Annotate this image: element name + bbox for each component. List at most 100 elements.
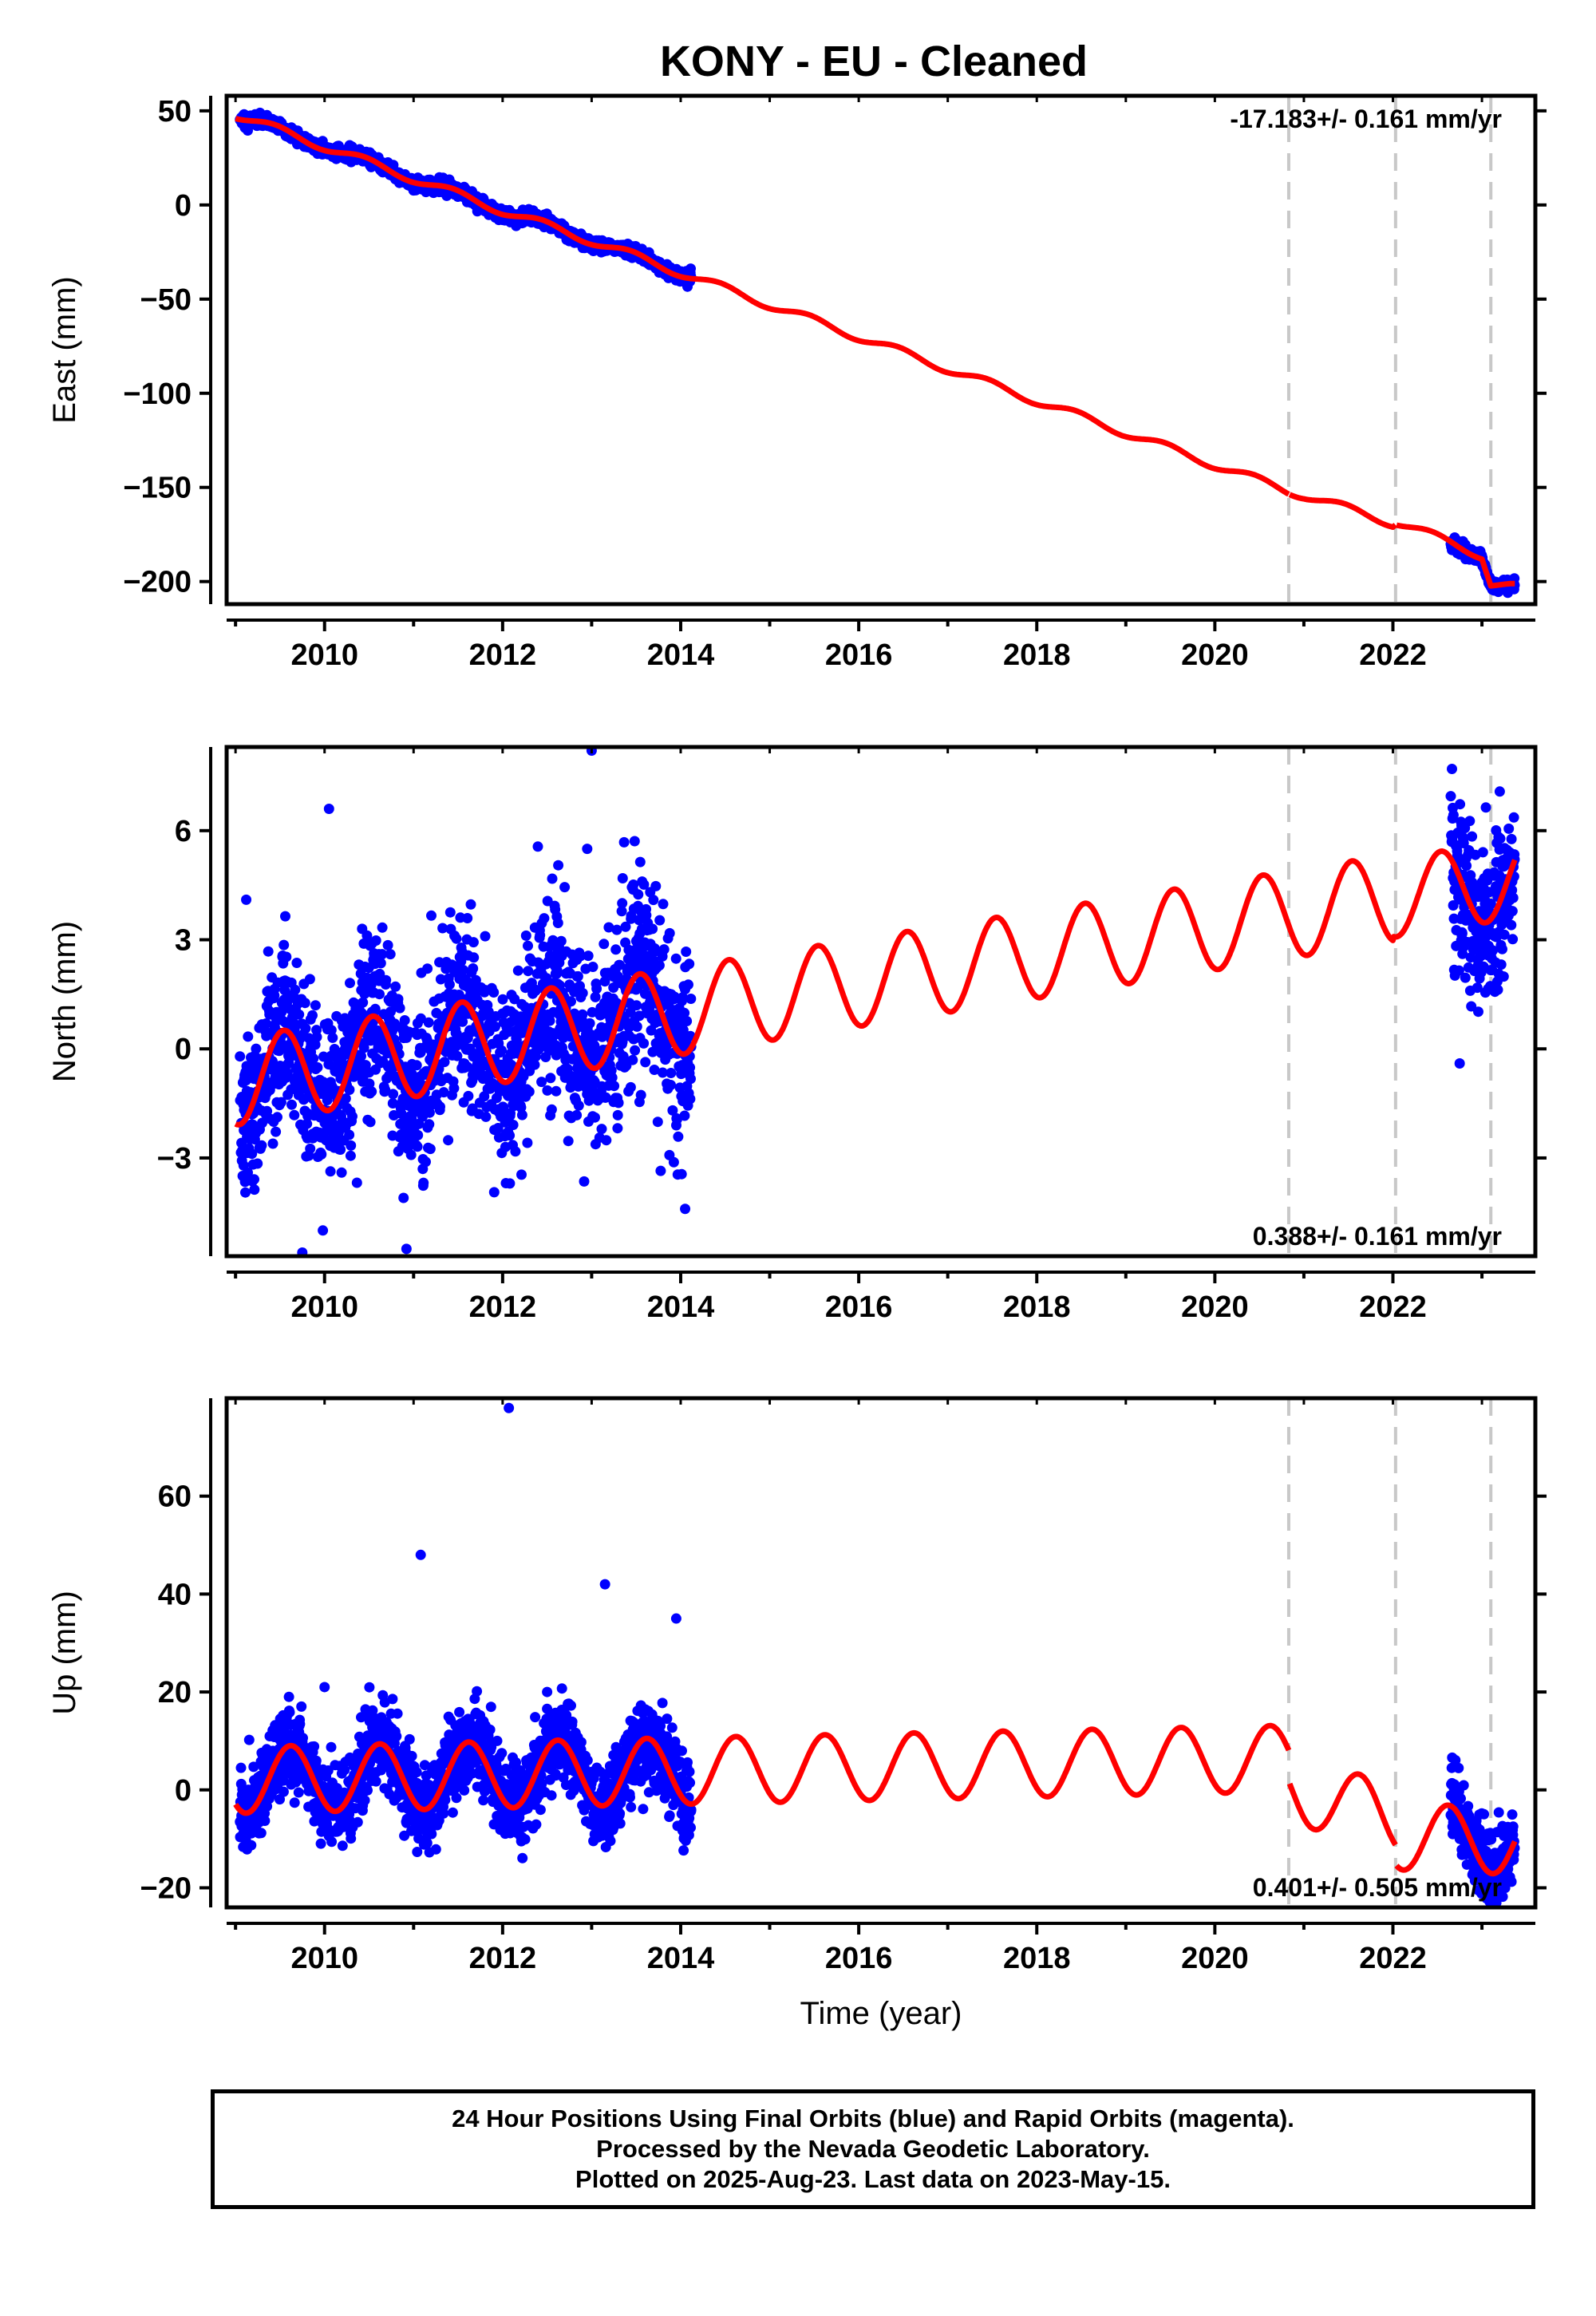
observation-point: [596, 1124, 607, 1135]
observation-point: [398, 1192, 409, 1203]
observation-point: [380, 1085, 391, 1096]
observation-point: [516, 1109, 527, 1120]
observation-point: [243, 1734, 255, 1745]
x-tick-label: 2022: [1359, 638, 1427, 672]
observation-point: [577, 1009, 588, 1020]
observation-point: [337, 1840, 348, 1852]
panel-up: 2010 2012 2014 2016 2018 2020 20226040200−20Up…: [47, 1396, 1547, 2031]
observation-point: [291, 958, 302, 968]
plot-frame-east: [224, 93, 1538, 607]
y-axis-label: East (mm): [47, 276, 82, 423]
observation-point: [539, 913, 550, 924]
observation-point: [426, 1828, 437, 1840]
observation-point: [364, 1682, 375, 1693]
observation-point: [274, 1045, 285, 1057]
observation-point: [425, 1144, 436, 1155]
x-tick-label: 2022: [1359, 1290, 1427, 1324]
observation-point: [610, 944, 622, 955]
x-tick-label: 2020: [1181, 638, 1249, 672]
observation-point: [547, 873, 558, 884]
observation-point: [305, 1143, 316, 1154]
observation-point: [523, 1086, 535, 1097]
observation-point: [512, 965, 523, 976]
observation-point: [668, 1156, 679, 1168]
observation-point: [246, 1840, 257, 1851]
observation-point: [325, 1166, 336, 1177]
observation-point: [583, 951, 594, 962]
observation-point: [312, 1062, 323, 1073]
observation-point: [685, 263, 696, 275]
observation-point: [685, 1062, 696, 1073]
observation-point: [634, 856, 646, 868]
observation-point: [1447, 764, 1457, 774]
observation-point: [289, 1797, 300, 1808]
observation-point: [377, 922, 388, 933]
observation-point: [1494, 786, 1505, 797]
observation-point: [298, 1093, 310, 1105]
model-curve-east: [1287, 492, 1398, 530]
observation-point: [366, 1086, 377, 1097]
y-tick-label: 0: [175, 1033, 192, 1066]
observation-point: [390, 981, 401, 992]
observation-point: [612, 1109, 623, 1120]
observation-point: [523, 940, 533, 951]
observation-point: [480, 931, 491, 942]
observation-point: [612, 1123, 623, 1134]
observation-point: [344, 1085, 355, 1095]
outlier-point: [241, 894, 252, 905]
observation-point: [249, 1174, 259, 1185]
observation-point: [463, 1090, 474, 1101]
observation-point: [468, 952, 480, 963]
outlier-point: [1454, 1057, 1465, 1069]
observation-point: [412, 1141, 423, 1152]
observation-point: [658, 944, 670, 955]
observation-point: [374, 968, 385, 979]
observation-point: [252, 1158, 263, 1169]
observation-point: [1492, 984, 1503, 995]
observation-point: [1506, 833, 1517, 844]
observation-point: [424, 1119, 435, 1130]
observation-point: [362, 1784, 373, 1796]
observation-point: [654, 960, 665, 971]
y-tick-label: −150: [123, 472, 192, 505]
observation-point: [300, 1023, 311, 1034]
observation-point: [278, 1786, 289, 1797]
observation-point: [563, 1136, 574, 1147]
observation-point: [243, 1031, 254, 1042]
observations-east: [235, 107, 1520, 599]
observation-point: [679, 1110, 690, 1121]
x-tick-label: 2020: [1181, 1290, 1249, 1324]
observation-point: [1506, 919, 1517, 931]
observation-point: [631, 1000, 642, 1011]
observation-point: [418, 1177, 429, 1188]
outlier-point: [680, 1203, 691, 1215]
observation-point: [280, 911, 290, 922]
observation-point: [617, 898, 628, 909]
observation-point: [370, 935, 381, 946]
observation-point: [284, 1707, 295, 1717]
observation-point: [522, 1137, 533, 1148]
observation-point: [451, 933, 462, 944]
observation-point: [399, 1015, 410, 1026]
observation-point: [336, 1167, 347, 1178]
observation-point: [315, 1838, 326, 1849]
velocity-estimate: 0.388+/- 0.161 mm/yr: [1253, 1222, 1502, 1251]
observation-point: [393, 994, 404, 1005]
observation-point: [259, 1816, 271, 1826]
observation-point: [454, 1706, 465, 1717]
observation-point: [382, 939, 393, 951]
outlier-point: [401, 1243, 412, 1255]
observation-point: [257, 1117, 267, 1128]
observation-point: [440, 1794, 451, 1805]
observation-point: [405, 1149, 417, 1160]
observation-point: [335, 1144, 346, 1155]
observation-point: [640, 1057, 651, 1068]
observation-point: [508, 1120, 519, 1130]
observation-point: [430, 1844, 441, 1855]
observation-point: [559, 882, 571, 893]
observation-point: [451, 1792, 462, 1804]
observation-point: [344, 1129, 355, 1140]
observation-point: [286, 1099, 297, 1110]
y-tick-label: −200: [123, 566, 192, 599]
observation-point: [326, 1836, 338, 1848]
